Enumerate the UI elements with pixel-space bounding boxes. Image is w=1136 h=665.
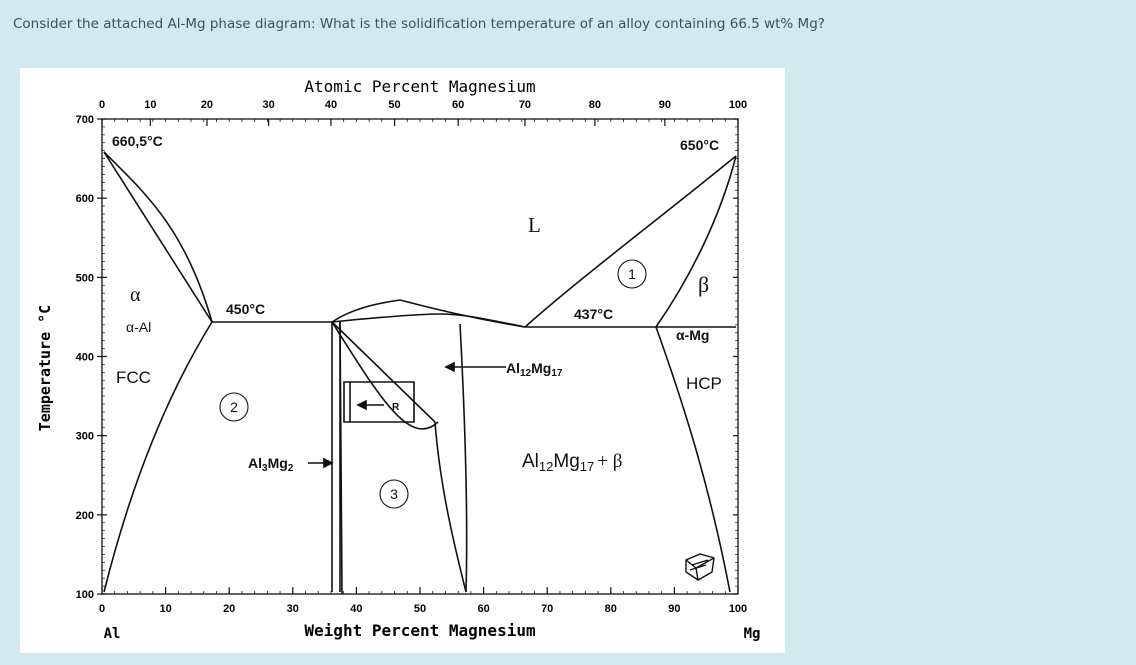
- bottom-tick-label: 100: [729, 603, 747, 615]
- y-tick-label: 600: [76, 193, 94, 205]
- bottom-axis-title: Weight Percent Magnesium: [304, 621, 536, 640]
- liquidus-right-mg: [524, 155, 737, 328]
- alpha-label: α: [130, 284, 141, 306]
- bottom-tick-label: 90: [668, 603, 680, 615]
- top-tick-label: 20: [201, 99, 213, 111]
- beta-name-label: α-Mg: [676, 327, 709, 343]
- phase-diagram-figure: 0 10 20 30 40 50 60 70 80 90 100 0 10 20 30 40 50 60 70 80 9…: [20, 68, 785, 653]
- region-markers: [219, 259, 647, 509]
- r-boundary: [331, 321, 439, 430]
- y-tick-label: 400: [76, 352, 94, 364]
- region-3-number: 3: [390, 486, 398, 502]
- arrowhead-al3mg2: [323, 457, 334, 469]
- top-tick-label: 40: [325, 99, 337, 111]
- y-tick-label: 700: [76, 114, 94, 126]
- al12mg17-left-boundary: [434, 421, 467, 593]
- top-tick-label: 70: [519, 99, 531, 111]
- beta-solvus: [655, 326, 731, 593]
- fcc-label: FCC: [116, 368, 151, 387]
- top-tick-label: 0: [99, 99, 105, 111]
- phase-diagram-svg: 0 10 20 30 40 50 60 70 80 90 100 0 10 20 30 40 50 60 70 80 9…: [36, 77, 761, 642]
- hcp-label: HCP: [686, 374, 722, 393]
- region-1-circle: [617, 259, 647, 289]
- liquid-label: L: [528, 213, 541, 237]
- bottom-tick-label: 40: [350, 603, 362, 615]
- phase-boundaries: [103, 151, 737, 595]
- alpha-name-label: α-Al: [126, 319, 151, 335]
- question-text: Consider the attached Al-Mg phase diagra…: [13, 16, 825, 32]
- solidus-right-mg: [655, 155, 737, 328]
- al3mg2-label: Al3Mg2: [248, 455, 294, 474]
- bottom-tick-label: 80: [605, 603, 617, 615]
- solidus-left-al: [103, 151, 213, 323]
- mg-melting-label: 650°C: [680, 137, 719, 153]
- y-tick-label: 500: [76, 272, 94, 284]
- y-tick-label: 200: [76, 510, 94, 522]
- y-axis-title: Temperature °C: [36, 305, 54, 431]
- liquidus-mid-left: [331, 299, 401, 323]
- top-tick-label: 50: [388, 99, 400, 111]
- arrows: [308, 361, 506, 469]
- alpha-solvus: [103, 321, 213, 593]
- r-phase-label: R: [392, 402, 400, 413]
- top-tick-label: 10: [144, 99, 156, 111]
- region-labels: 660,5°C 650°C L α α-Al FCC 450°C 437°C β…: [112, 133, 722, 502]
- plot-frame: [101, 118, 739, 595]
- region-1-number: 1: [628, 266, 636, 282]
- top-tick-label: 80: [589, 99, 601, 111]
- region-3-circle: [379, 479, 409, 509]
- bottom-tick-label: 50: [414, 603, 426, 615]
- y-tick-label: 300: [76, 431, 94, 443]
- beta-label: β: [698, 272, 709, 297]
- hcp-crystal-icon: [685, 553, 715, 581]
- r-phase-box: [343, 381, 415, 423]
- arrowhead-al12mg17: [444, 361, 455, 373]
- top-axis-title: Atomic Percent Magnesium: [304, 77, 535, 96]
- al12mg17-right-boundary: [459, 323, 468, 593]
- bottom-tick-label: 0: [99, 603, 105, 615]
- eutectic-dome: [331, 313, 526, 328]
- eutectic-450-label: 450°C: [226, 301, 265, 317]
- two-phase-label: Al12Mg17 + β: [522, 451, 622, 474]
- top-tick-label: 100: [729, 99, 747, 111]
- al-melting-label: 660,5°C: [112, 133, 163, 149]
- element-al: Al: [104, 626, 121, 642]
- bottom-tick-label: 10: [159, 603, 171, 615]
- top-tick-label: 90: [659, 99, 671, 111]
- al3mg2-right2: [339, 321, 343, 595]
- axis-ticks: 0 10 20 30 40 50 60 70 80 90 100 0 10 20 30 40 50 60 70 80 9…: [76, 99, 748, 615]
- bottom-tick-label: 70: [541, 603, 553, 615]
- eutectic-437-label: 437°C: [574, 306, 613, 322]
- element-mg: Mg: [744, 626, 761, 642]
- al12mg17-label: Al12Mg17: [506, 360, 563, 379]
- bottom-tick-label: 30: [287, 603, 299, 615]
- liquidus-left-al: [103, 151, 213, 323]
- arrowhead-r: [356, 399, 367, 411]
- liquidus-mid-right: [399, 299, 526, 328]
- bottom-tick-label: 20: [223, 603, 235, 615]
- bottom-tick-label: 60: [477, 603, 489, 615]
- top-tick-label: 30: [263, 99, 275, 111]
- region-2-circle: [219, 392, 249, 422]
- y-tick-label: 100: [76, 589, 94, 601]
- top-tick-label: 60: [452, 99, 464, 111]
- al12mg17-upper-boundary: [331, 321, 436, 423]
- region-2-number: 2: [230, 399, 238, 415]
